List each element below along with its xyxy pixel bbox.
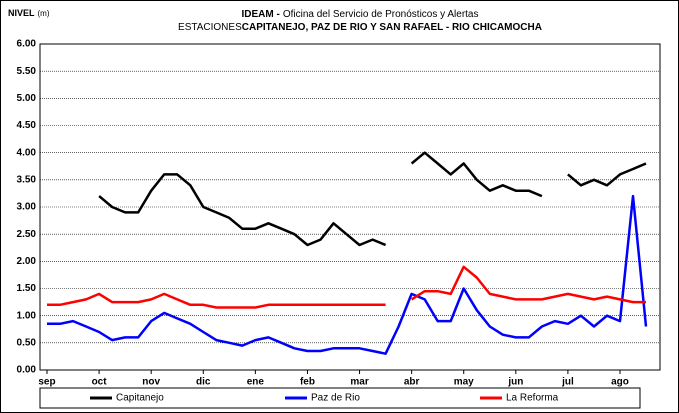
subtitle-text: ESTACIONES [178,22,242,33]
x-tick-label: ago [611,377,629,388]
subtitle-bold: CAPITANEJO, PAZ DE RIO Y SAN RAFAEL - RI… [242,22,542,33]
x-tick-label: mar [350,377,368,388]
y-tick-label: 5.00 [17,93,37,104]
series-line [98,151,647,247]
y-label: NIVEL (m) [8,8,50,18]
x-tick-label: sep [38,377,55,388]
y-tick-label: 1.50 [17,283,37,294]
y-tick-label: 2.50 [17,229,37,240]
y-label-text: NIVEL [8,8,35,18]
x-tick-label: may [454,377,474,388]
y-tick-label: 0.50 [17,337,37,348]
y-unit: (m) [38,9,50,18]
chart-subtitle: ESTACIONESCAPITANEJO, PAZ DE RIO Y SAN R… [178,22,542,33]
y-tick-label: 3.00 [17,202,37,213]
legend-label: Paz de Rio [311,393,360,404]
title-text: Oficina del Servicio de Pronósticos y Al… [283,9,479,20]
y-tick-label: 1.00 [17,310,37,321]
series-line [47,194,648,355]
series-line [47,265,646,309]
y-tick-label: 4.50 [17,120,37,131]
x-tick-label: feb [300,377,315,388]
y-tick-label: 2.00 [17,256,37,267]
x-tick-label: jun [507,377,523,388]
y-tick-label: 0.00 [17,365,37,376]
x-tick-label: jul [561,377,574,388]
x-tick-label: abr [404,377,420,388]
legend-label: Capitanejo [116,393,164,404]
legend-box [39,387,641,409]
y-tick-label: 4.00 [17,147,37,158]
x-tick-label: dic [196,377,211,388]
x-tick-label: nov [142,377,160,388]
y-tick-label: 6.00 [17,39,37,50]
x-tick-label: oct [92,377,108,388]
chart-title: IDEAM - Oficina del Servicio de Pronóstic… [242,9,479,20]
y-tick-label: 3.50 [17,174,37,185]
x-tick-label: ene [247,377,265,388]
title-bold: IDEAM - [242,9,280,20]
y-tick-label: 5.50 [17,66,37,77]
legend-label: La Reforma [506,393,559,404]
